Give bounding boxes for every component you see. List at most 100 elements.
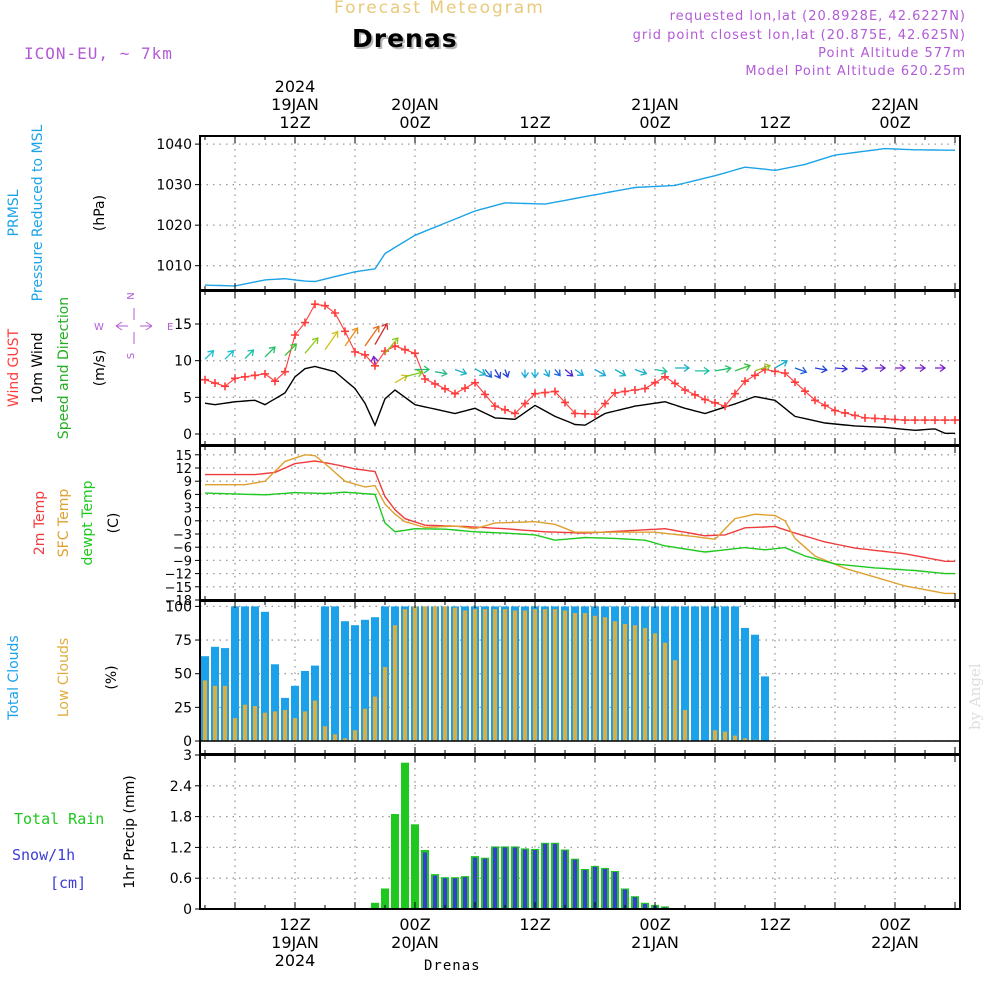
gust-marker xyxy=(891,415,899,424)
gust-marker xyxy=(831,406,839,415)
gust-marker xyxy=(911,416,919,425)
gust-marker xyxy=(651,378,659,387)
gust-marker xyxy=(431,379,439,388)
bottom-time-label: 2024 xyxy=(275,951,316,970)
wind-arrow xyxy=(754,363,772,372)
y-tick-label: 2.4 xyxy=(170,779,192,795)
gust-marker xyxy=(291,331,299,339)
wind-arrow xyxy=(594,368,607,377)
compass-rose: N S W E xyxy=(94,292,173,359)
gust-marker xyxy=(361,350,369,359)
bar-total-clouds xyxy=(291,685,299,741)
gust-marker xyxy=(871,414,879,423)
y-tick-label: 3 xyxy=(184,502,192,517)
bar-low-clouds xyxy=(403,609,407,741)
top-time-label: 00Z xyxy=(399,113,430,132)
bar-low-clouds xyxy=(543,609,547,741)
bar-low-clouds xyxy=(713,730,717,741)
gust-marker xyxy=(271,377,279,386)
bar-low-clouds xyxy=(583,613,587,741)
bar-low-clouds xyxy=(503,609,507,741)
bar-low-clouds xyxy=(733,735,737,741)
bar-low-clouds xyxy=(223,685,227,741)
gust-marker xyxy=(241,372,249,381)
top-time-label: 12Z xyxy=(279,113,310,132)
bar-snow-1h xyxy=(503,847,507,909)
y-tick-label: 15 xyxy=(175,449,192,464)
gust-marker xyxy=(931,416,939,425)
bar-low-clouds xyxy=(303,711,307,741)
bar-low-clouds xyxy=(253,706,257,741)
gust-marker xyxy=(571,409,579,418)
bar-snow-1h xyxy=(573,859,577,909)
wind-arrow xyxy=(854,364,869,373)
y-tick-label: −9 xyxy=(173,554,192,569)
y-tick-label: 9 xyxy=(184,475,192,490)
gust-marker xyxy=(641,384,649,393)
gust-marker xyxy=(821,401,829,410)
grid-point-coords: grid point closest lon,lat (20.875E, 42.… xyxy=(632,28,966,43)
series-sfc-temp xyxy=(205,454,955,595)
gust-marker xyxy=(921,416,929,425)
gust-marker xyxy=(421,375,429,383)
gust-marker xyxy=(231,374,239,383)
bar-low-clouds xyxy=(633,625,637,741)
wind-arrow xyxy=(530,369,540,379)
bar-low-clouds xyxy=(643,627,647,741)
bar-total-clouds xyxy=(731,606,739,741)
gust-marker xyxy=(521,399,529,408)
bar-low-clouds xyxy=(533,609,537,741)
precip-side-label: Total Rain xyxy=(14,810,104,828)
bar-total-clouds xyxy=(251,606,259,741)
compass-e: E xyxy=(167,322,173,333)
wind-arrow xyxy=(434,368,448,377)
y-tick-label: −6 xyxy=(173,541,192,556)
series-2m-temp xyxy=(205,460,955,562)
y-tick-label: 0 xyxy=(184,515,192,530)
y-tick-label: 1.2 xyxy=(170,840,192,856)
top-time-label: 19JAN xyxy=(271,95,319,114)
bar-snow-1h xyxy=(633,897,637,909)
wind-arrow xyxy=(204,349,215,360)
bar-snow-1h xyxy=(563,850,567,909)
bar-snow-1h xyxy=(423,852,427,909)
wind-arrow xyxy=(675,363,691,373)
bar-snow-1h xyxy=(543,843,547,909)
bar-low-clouds xyxy=(673,660,677,741)
bar-low-clouds xyxy=(313,700,317,741)
gust-marker xyxy=(311,300,319,309)
gust-marker xyxy=(221,382,229,391)
gust-marker xyxy=(861,413,869,422)
bar-total-clouds xyxy=(701,606,709,741)
panel-label: (C) xyxy=(106,513,122,534)
bar-low-clouds xyxy=(333,734,337,741)
y-tick-label: −18 xyxy=(165,594,192,609)
wind-arrow xyxy=(794,366,808,375)
bar-snow-1h xyxy=(593,866,597,909)
gust-marker xyxy=(741,377,749,386)
compass-arrows xyxy=(115,308,153,344)
gust-marker xyxy=(701,395,709,404)
y-tick-label: 0 xyxy=(183,902,192,918)
bar-low-clouds xyxy=(723,731,727,741)
top-time-label: 20JAN xyxy=(391,95,439,114)
bar-snow-1h xyxy=(533,850,537,909)
y-tick-label: 0.6 xyxy=(170,871,192,887)
wind-arrow xyxy=(244,349,255,359)
y-tick-label: 50 xyxy=(174,667,192,683)
wind-arrow xyxy=(574,368,585,376)
bar-snow-1h xyxy=(463,877,467,909)
bar-low-clouds xyxy=(283,710,287,741)
wind-arrow xyxy=(634,368,648,376)
bottom-time-label: 22JAN xyxy=(871,933,919,952)
y-tick-label: 100 xyxy=(165,599,192,615)
bar-total-clouds xyxy=(351,625,359,741)
top-time-label: 21JAN xyxy=(631,95,679,114)
model-label: ICON-EU, ~ 7km xyxy=(24,44,173,63)
wind-arrow xyxy=(614,368,627,377)
wind-arrow xyxy=(543,369,551,378)
panel-label: 1hr Precip (mm) xyxy=(122,775,138,888)
gust-marker xyxy=(881,414,889,423)
panel-label: Pressure Reduced to MSL xyxy=(30,124,46,301)
bottom-time-label: 12Z xyxy=(759,915,790,934)
